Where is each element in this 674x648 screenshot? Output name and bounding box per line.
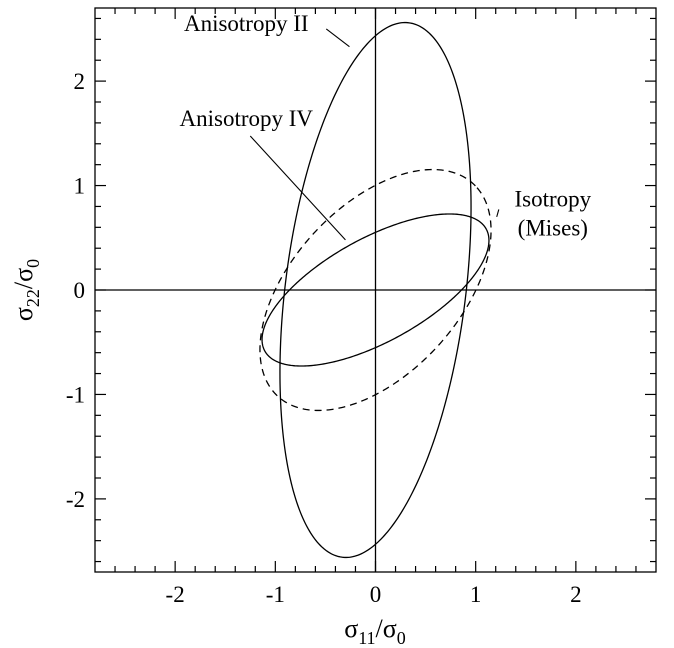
x-tick-label: -2 [166, 582, 185, 607]
zero-lines [95, 8, 656, 572]
leader-line-3 [496, 209, 500, 218]
tick-labels: -2 -1 0 1 2 -2 -1 0 1 2 [66, 69, 582, 607]
y-tick-label: -2 [66, 487, 85, 512]
annotation-leaders [249, 28, 500, 241]
y-tick-label: 0 [74, 278, 86, 303]
curve-series-2 [261, 213, 490, 367]
curve-label-1: Anisotropy II [184, 11, 309, 36]
curve-series-3 [259, 168, 492, 412]
x-tick-label: 1 [470, 582, 482, 607]
y-axis-title: σ22/σ0 [9, 259, 43, 321]
y-tick-label: 2 [74, 69, 86, 94]
x-tick-label: 2 [570, 582, 582, 607]
leader-line-1 [325, 28, 350, 48]
x-tick-label: 0 [370, 582, 382, 607]
curve-label-2: Anisotropy IV [180, 106, 314, 131]
curves [259, 21, 492, 559]
leader-line-2 [249, 135, 346, 241]
x-axis-title: σ11/σ0 [344, 614, 406, 648]
x-tick-label: -1 [266, 582, 285, 607]
curve-annotations: Anisotropy II Anisotropy IV Isotropy (Mises… [180, 11, 592, 240]
y-tick-label: 1 [74, 174, 86, 199]
y-tick-label: -1 [66, 382, 85, 407]
tick-marks [95, 8, 656, 572]
curve-series-1 [279, 21, 472, 559]
curve-label-3: Isotropy (Mises) [514, 186, 591, 240]
